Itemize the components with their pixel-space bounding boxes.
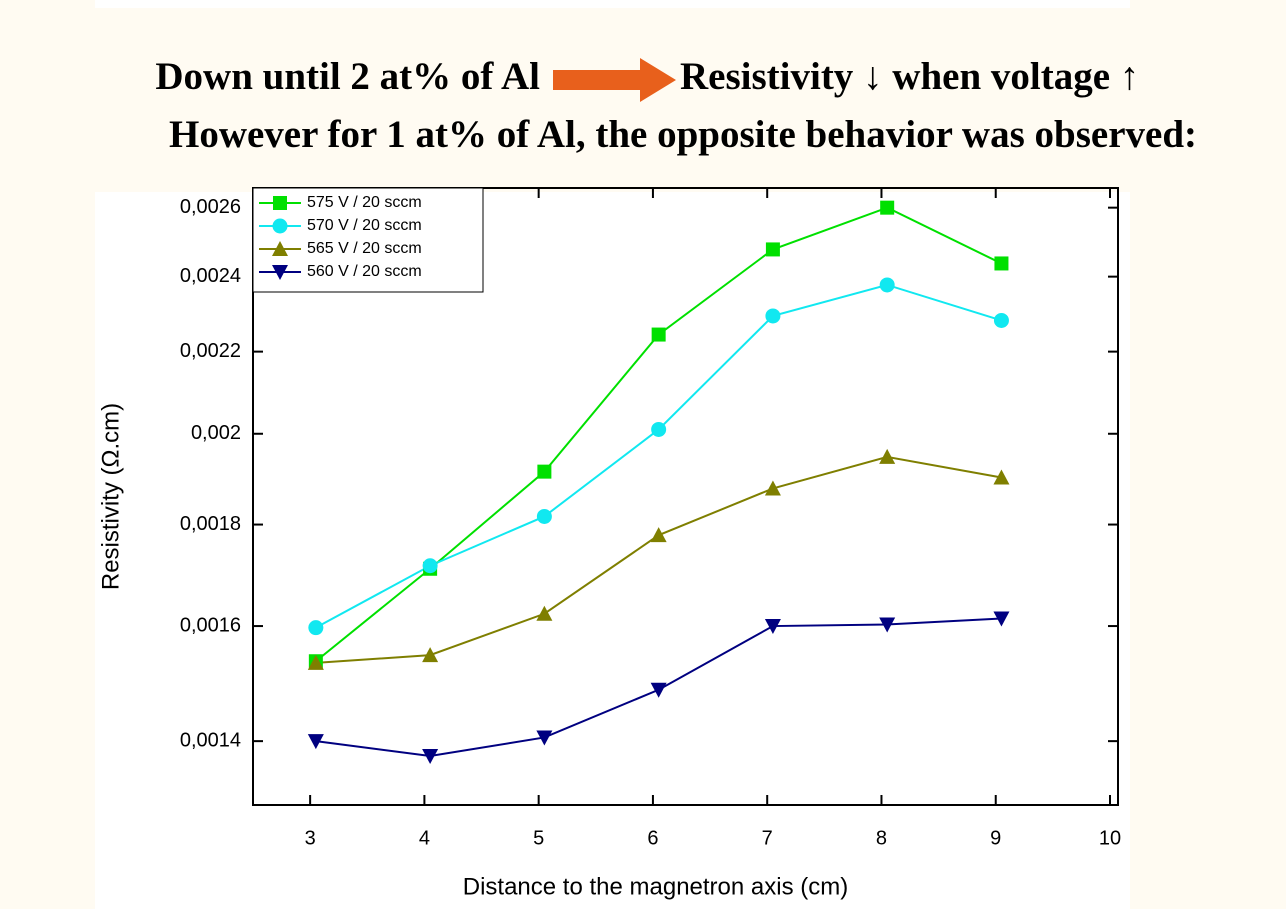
y-tick-label: 0,0022 <box>180 340 241 362</box>
data-point <box>307 654 324 670</box>
y-tick-label: 0,0016 <box>180 614 241 636</box>
data-point <box>879 617 896 633</box>
chart: 0,0014 0,0016 0,0018 0,002 0,0022 0,0024 0,002… <box>97 187 1121 900</box>
x-tick-label: 9 <box>990 827 1001 849</box>
legend-label: 570 V / 20 sccm <box>307 217 422 234</box>
data-point <box>422 558 438 574</box>
legend-label: 560 V / 20 sccm <box>307 263 422 280</box>
heading-line2: However for 1 at% of Al, the opposite be… <box>169 113 1197 156</box>
data-point <box>422 647 439 663</box>
x-tick-label: 8 <box>876 827 887 849</box>
x-tick-label: 6 <box>647 827 658 849</box>
plot-frame <box>252 187 1119 806</box>
data-point <box>764 480 781 496</box>
legend-label: 575 V / 20 sccm <box>307 194 422 211</box>
y-axis-label: Resistivity (Ω.cm) <box>97 403 124 590</box>
data-point <box>993 312 1009 328</box>
data-point <box>537 464 552 479</box>
legend-box <box>252 187 484 293</box>
data-point <box>650 527 667 543</box>
data-point <box>994 256 1009 271</box>
data-point <box>308 620 324 636</box>
data-point <box>764 619 781 635</box>
data-point <box>765 308 781 324</box>
data-point <box>993 469 1010 485</box>
data-point <box>879 448 896 464</box>
x-tick-label: 4 <box>419 827 430 849</box>
x-tick-label: 7 <box>762 827 773 849</box>
y-tick-label: 0,0024 <box>180 265 241 287</box>
x-tick-label: 3 <box>305 827 316 849</box>
x-tick-label: 5 <box>533 827 544 849</box>
data-point <box>879 277 895 293</box>
legend-label: 565 V / 20 sccm <box>307 240 422 257</box>
legend-marker <box>272 241 288 256</box>
heading-left: Down until 2 at% of Al <box>155 55 540 98</box>
data-point <box>536 605 553 621</box>
data-point <box>536 730 553 746</box>
chart-background <box>95 192 1130 909</box>
x-axis-label: Distance to the magnetron axis (cm) <box>463 873 849 900</box>
legend-marker <box>272 218 288 234</box>
top-strip <box>95 0 1130 8</box>
data-point <box>651 421 667 437</box>
data-point <box>651 327 666 342</box>
data-point <box>536 508 552 524</box>
data-point <box>650 682 667 698</box>
y-tick-label: 0,002 <box>191 422 241 444</box>
data-point <box>307 734 324 750</box>
data-point <box>422 749 439 765</box>
data-point <box>993 611 1010 627</box>
y-tick-label: 0,0026 <box>180 196 241 218</box>
data-point <box>765 242 780 257</box>
x-tick-label: 10 <box>1099 827 1121 849</box>
y-tick-label: 0,0018 <box>180 513 241 535</box>
arrow <box>553 58 676 102</box>
y-tick-label: 0,0014 <box>180 729 241 751</box>
legend-marker <box>273 196 287 210</box>
data-point <box>880 200 895 215</box>
legend-marker <box>272 265 288 280</box>
heading-right: Resistivity ↓ when voltage ↑ <box>680 55 1139 98</box>
